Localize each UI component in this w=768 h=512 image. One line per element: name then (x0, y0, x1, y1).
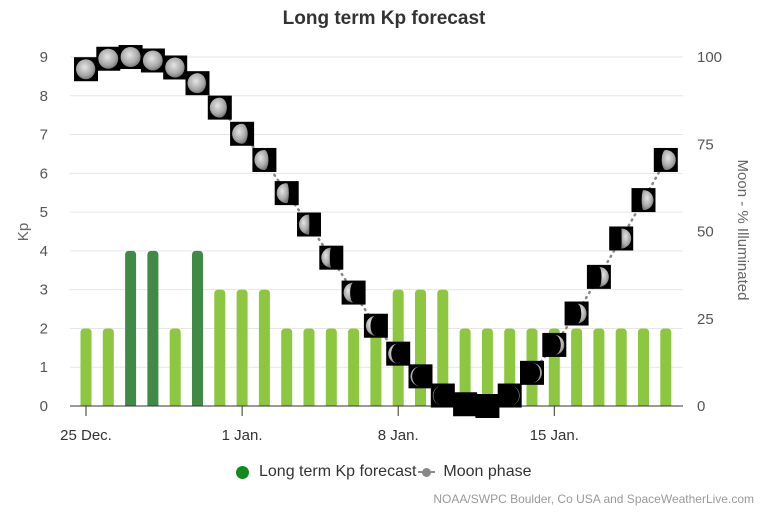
kp-bar (615, 328, 627, 406)
kp-bar (481, 328, 493, 406)
moon-icon (363, 313, 388, 338)
moon-icon (520, 360, 544, 385)
y-tick-label: 2 (40, 320, 48, 337)
moon-icon (118, 45, 143, 69)
y-tick-label: 9 (40, 49, 48, 66)
y-right-tick-label: 50 (697, 224, 714, 241)
moon-icon (609, 226, 634, 251)
moon-icon (341, 280, 366, 305)
x-tick-label: 8 Jan. (378, 427, 419, 444)
moon-icon (230, 121, 255, 146)
y-tick-label: 0 (40, 398, 48, 415)
kp-bar (214, 289, 226, 406)
moon-icon (207, 95, 232, 120)
moon-icon (453, 392, 478, 417)
legend-kp-label[interactable]: Long term Kp forecast (259, 463, 417, 480)
kp-bar (593, 328, 605, 406)
kp-bar (415, 289, 426, 406)
moon-icon (252, 147, 277, 172)
y-tick-label: 4 (40, 243, 48, 260)
moon-icon (274, 181, 299, 206)
kp-bar (125, 250, 137, 406)
legend-moon-label[interactable]: Moon phase (443, 463, 532, 480)
y-tick-label: 7 (40, 127, 48, 144)
kp-bar (147, 250, 159, 406)
x-tick-label: 25 Dec. (60, 427, 112, 444)
kp-bar (370, 328, 382, 406)
y-right-tick-label: 0 (697, 398, 705, 415)
moon-icon (430, 383, 455, 408)
kp-bar (80, 328, 92, 406)
kp-bar (192, 250, 203, 406)
legend-moon-marker[interactable] (418, 467, 436, 477)
moon-icon (497, 383, 522, 408)
moon-icon (319, 245, 344, 270)
x-tick-label: 15 Jan. (530, 427, 579, 444)
y-tick-label: 6 (40, 165, 48, 182)
kp-bar (303, 328, 315, 406)
moon-icon (96, 46, 121, 71)
chart-title: Long term Kp forecast (282, 8, 486, 29)
moon-icon (185, 71, 210, 96)
credits-link[interactable]: NOAA/SWPC Boulder, Co USA and SpaceWeath… (433, 492, 754, 506)
y-axis-label-moon: Moon - % Illuminated (734, 160, 751, 301)
kp-bar (169, 328, 181, 406)
y-tick-label: 5 (40, 204, 48, 221)
kp-bar (459, 328, 471, 406)
kp-bar (348, 328, 360, 406)
moon-icon (408, 364, 433, 389)
y-axis-right: 0 25 50 75 100 (697, 49, 722, 415)
y-tick-label: 3 (40, 282, 48, 299)
kp-bar (638, 328, 649, 406)
y-axis-label-kp: Kp (15, 223, 32, 241)
moon-icon (542, 332, 567, 357)
x-axis: 25 Dec. 1 Jan. 8 Jan. 15 Jan. (60, 405, 683, 444)
kp-bar (325, 328, 337, 406)
moon-icon (140, 48, 165, 73)
y-right-tick-label: 25 (697, 311, 714, 328)
moon-icon (74, 57, 98, 82)
kp-bar (660, 328, 672, 406)
moon-icon (564, 301, 589, 326)
moon-icon (297, 212, 321, 237)
moon-icon (586, 264, 611, 289)
y-right-tick-label: 75 (697, 136, 714, 153)
kp-bar (258, 289, 270, 406)
x-tick-label: 1 Jan. (222, 427, 263, 444)
moon-icon (653, 147, 678, 172)
moon-phase-series (74, 45, 678, 418)
kp-bars (80, 250, 672, 406)
kp-bar (102, 328, 114, 406)
moon-icon (475, 394, 500, 418)
kp-bar (236, 289, 248, 406)
kp-bar (437, 289, 449, 406)
y-tick-label: 8 (40, 88, 48, 105)
moon-icon (631, 188, 656, 213)
moon-icon (163, 55, 188, 80)
y-axis-left: 0 1 2 3 4 5 6 7 8 9 (40, 49, 48, 415)
moon-icon (386, 341, 411, 366)
y-tick-label: 1 (40, 359, 48, 376)
kp-bar (571, 328, 583, 406)
kp-bar (281, 328, 293, 406)
legend: Long term Kp forecast Moon phase (236, 463, 531, 481)
y-right-tick-label: 100 (697, 49, 722, 66)
legend-kp-marker[interactable] (236, 465, 249, 479)
